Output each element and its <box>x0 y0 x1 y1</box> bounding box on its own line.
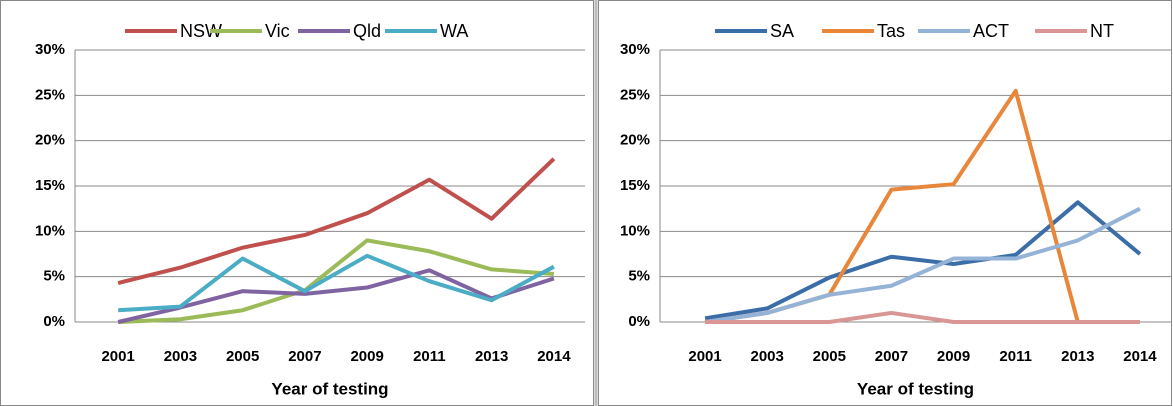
x-tick-label: 2014 <box>1123 348 1157 365</box>
y-tick-label: 0% <box>628 313 650 330</box>
x-tick-label: 2013 <box>475 348 508 365</box>
x-tick-label: 2011 <box>413 348 446 365</box>
y-tick-label: 20% <box>35 132 65 149</box>
line <box>117 268 555 324</box>
line <box>117 157 556 285</box>
y-tick-label: 30% <box>35 41 65 58</box>
line <box>704 206 1141 324</box>
x-axis-title: Year of testing <box>857 379 974 398</box>
chart-border <box>0 0 594 406</box>
x-tick-label: 2007 <box>875 348 908 365</box>
line <box>704 200 1142 321</box>
legend-label: Tas <box>877 21 905 41</box>
legend-label: Vic <box>265 21 290 41</box>
x-tick-label: 2005 <box>813 348 846 365</box>
y-tick-label: 0% <box>43 313 65 330</box>
legend-label: NT <box>1090 21 1114 41</box>
y-tick-label: 20% <box>620 132 650 149</box>
x-tick-label: 2003 <box>164 348 197 365</box>
legend-label: NSW <box>180 21 222 41</box>
x-tick-label: 2013 <box>1061 348 1094 365</box>
x-tick-label: 2009 <box>350 348 383 365</box>
legend-label: ACT <box>973 21 1009 41</box>
y-tick-label: 15% <box>35 177 65 194</box>
x-tick-label: 2011 <box>999 348 1032 365</box>
legend-label: WA <box>440 21 468 41</box>
y-tick-label: 10% <box>35 222 65 239</box>
x-tick-label: 2005 <box>226 348 259 365</box>
x-tick-label: 2009 <box>937 348 970 365</box>
y-tick-label: 30% <box>620 41 650 58</box>
y-tick-label: 15% <box>620 177 650 194</box>
y-tick-label: 10% <box>620 222 650 239</box>
x-tick-label: 2003 <box>751 348 784 365</box>
y-tick-label: 5% <box>43 268 65 285</box>
x-tick-label: 2014 <box>537 348 571 365</box>
x-tick-label: 2001 <box>101 348 134 365</box>
y-tick-label: 25% <box>620 86 650 103</box>
legend-label: SA <box>770 21 794 41</box>
line <box>118 253 555 313</box>
y-tick-label: 5% <box>628 268 650 285</box>
legend-label: Qld <box>353 21 381 41</box>
x-tick-label: 2007 <box>288 348 321 365</box>
line <box>118 238 555 324</box>
y-tick-label: 25% <box>35 86 65 103</box>
line <box>705 310 1140 324</box>
x-axis-title: Year of testing <box>271 379 388 398</box>
x-tick-label: 2001 <box>688 348 721 365</box>
